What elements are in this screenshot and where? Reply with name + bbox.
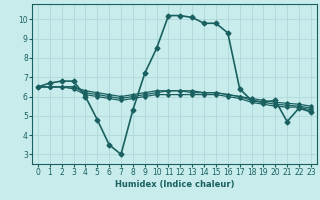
X-axis label: Humidex (Indice chaleur): Humidex (Indice chaleur) [115, 180, 234, 189]
